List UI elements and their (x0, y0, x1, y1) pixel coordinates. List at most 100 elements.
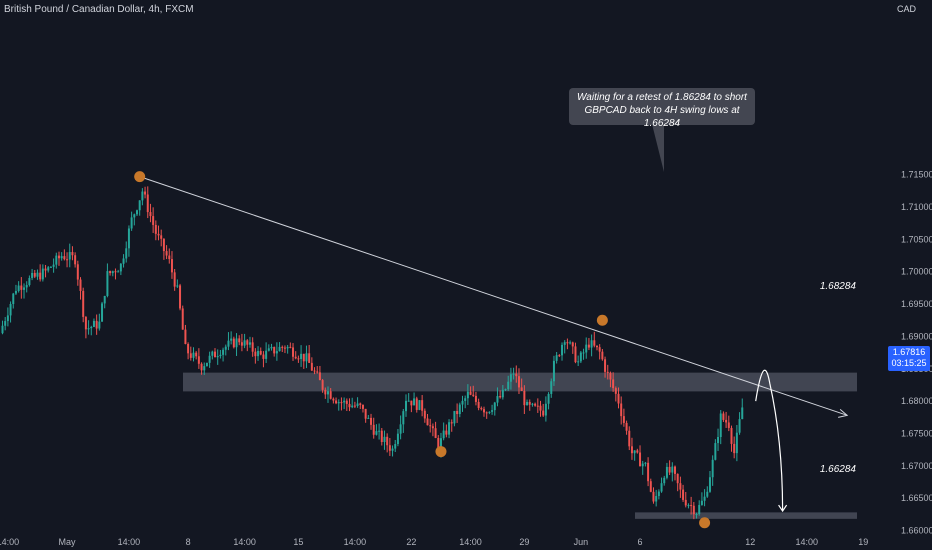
candle-body (542, 410, 545, 416)
candle-body (273, 346, 276, 354)
y-tick-label: 1.67000 (901, 461, 932, 471)
candle-body (49, 266, 52, 268)
candle-body (727, 422, 730, 428)
candle-body (184, 329, 187, 344)
candle-body (149, 212, 152, 217)
candle-body (9, 304, 12, 316)
chart-title: British Pound / Canadian Dollar, 4h, FXC… (4, 4, 194, 15)
x-tick-label: Jun (574, 537, 589, 547)
candle-body (60, 256, 63, 259)
candle-body (391, 448, 394, 451)
candle-body (162, 238, 165, 252)
candle-body (725, 419, 728, 423)
candle-body (421, 400, 424, 411)
x-tick-label: 14:00 (344, 537, 367, 547)
candle-body (181, 308, 184, 330)
candle-body (386, 436, 389, 446)
candle-body (187, 343, 190, 354)
candle-body (388, 445, 391, 451)
candle-body (501, 389, 504, 398)
candle-body (378, 430, 381, 432)
candle-body (595, 345, 598, 348)
candle-body (176, 285, 179, 287)
candle-body (472, 394, 475, 396)
candle-body (144, 191, 147, 195)
candle-body (208, 355, 211, 363)
candle-body (111, 271, 114, 274)
candle-body (254, 351, 257, 357)
candle-body (74, 255, 77, 265)
candle-body (593, 340, 596, 346)
candle-body (601, 351, 604, 360)
candle-body (281, 346, 284, 348)
resistance-zone (183, 372, 857, 392)
candle-body (690, 505, 693, 507)
candle-body (356, 403, 359, 406)
candle-body (426, 418, 429, 426)
candle-body (410, 400, 413, 406)
candle-body (512, 373, 515, 375)
candle-body (84, 316, 87, 330)
candle-body (36, 272, 39, 277)
candle-body (28, 278, 31, 286)
candle-body (445, 430, 448, 435)
candle-body (437, 437, 440, 451)
candle-body (687, 505, 690, 507)
candle-body (106, 271, 109, 296)
candle-body (485, 412, 488, 414)
swing-marker (134, 171, 146, 183)
candle-body (114, 271, 117, 273)
candle-body (668, 466, 671, 473)
candle-body (431, 426, 434, 429)
candle-body (259, 350, 262, 355)
candle-body (343, 400, 346, 403)
candle-body (361, 404, 364, 409)
candle-body (587, 344, 590, 348)
swing-marker (596, 314, 608, 326)
candle-body (515, 373, 518, 377)
trendline-arrowhead (838, 408, 849, 418)
candle-body (189, 353, 192, 358)
candle-body (219, 354, 222, 356)
candle-body (197, 356, 200, 364)
x-tick-label: 6 (638, 537, 643, 547)
candle-body (367, 417, 370, 419)
candle-body (738, 419, 741, 433)
candle-body (458, 404, 461, 415)
candle-body (612, 379, 615, 389)
candle-body (170, 259, 173, 273)
candle-body (528, 401, 531, 405)
candle-body (719, 413, 722, 438)
candle-body (340, 402, 343, 404)
candle-body (665, 466, 668, 478)
candle-body (464, 398, 467, 401)
candle-body (25, 285, 28, 288)
candle-body (453, 410, 456, 424)
candle-body (200, 363, 203, 371)
candle-body (324, 389, 327, 395)
candle-body (413, 398, 416, 406)
x-tick-label: May (59, 537, 77, 547)
analysis-callout[interactable]: Waiting for a retest of 1.86284 to short… (569, 88, 755, 129)
currency-label: CAD (896, 4, 916, 14)
candle-body (714, 443, 717, 460)
candle-body (66, 259, 69, 261)
candle-body (695, 514, 698, 516)
candle-body (270, 346, 273, 349)
candle-body (251, 342, 254, 352)
candle-body (711, 459, 714, 478)
candle-body (561, 344, 564, 356)
candle-body (41, 268, 44, 280)
y-tick-label: 1.69500 (901, 299, 932, 309)
candle-body (639, 452, 642, 467)
y-tick-label: 1.71000 (901, 202, 932, 212)
candle-body (555, 355, 558, 361)
candle-body (456, 410, 459, 415)
candle-body (585, 344, 588, 353)
y-tick-label: 1.71500 (901, 170, 932, 180)
candle-body (633, 450, 636, 454)
candle-body (214, 351, 217, 358)
candle-body (442, 430, 445, 439)
candle-body (566, 342, 569, 344)
